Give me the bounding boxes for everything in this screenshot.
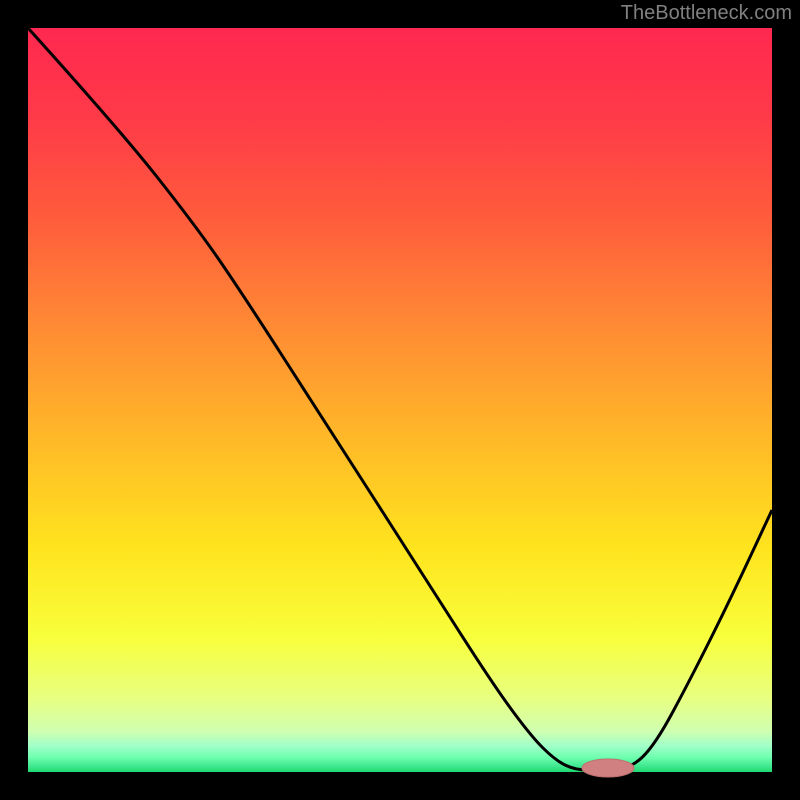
bottleneck-chart: TheBottleneck.com [0, 0, 800, 800]
plot-background [28, 28, 772, 772]
watermark-label: TheBottleneck.com [621, 2, 792, 25]
optimal-marker [582, 759, 634, 777]
chart-svg [0, 0, 800, 800]
